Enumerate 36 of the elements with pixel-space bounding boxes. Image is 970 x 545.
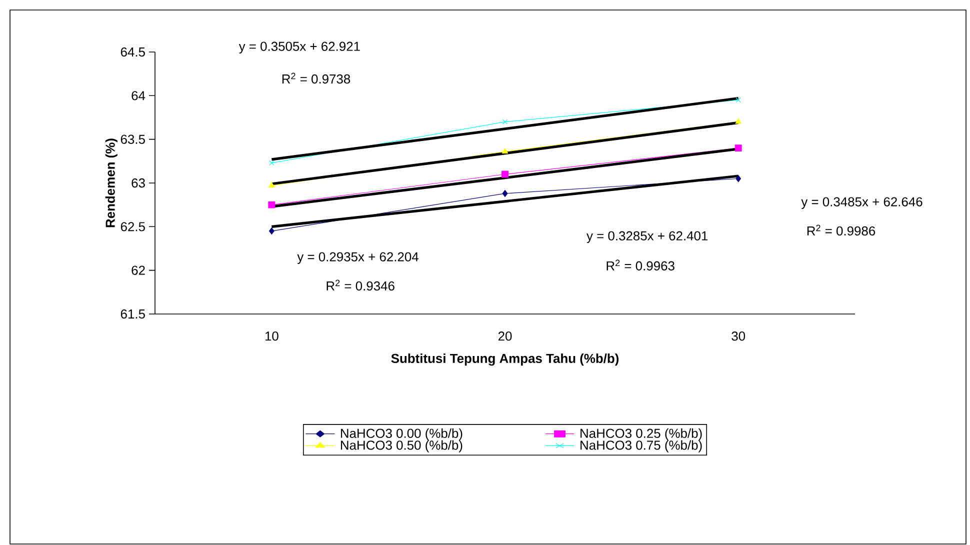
annotation: R$^{2}$ = 0.9986 [807,224,876,236]
legend-label: NaHCO3 0.75 (%b/b) [580,440,702,452]
y-tick-label: 63 [132,178,145,188]
y-tick-label: 62 [132,266,145,275]
y-tick-label: 64.5 [120,47,145,57]
annotation: R$^{2}$ = 0.9738 [282,72,350,84]
annotation: y = 0.3485x + 62.646 [801,197,922,209]
point [735,118,742,124]
point [736,97,741,103]
point [734,144,742,152]
y-tick-label: 61.5 [120,309,145,319]
legend-label: NaHCO3 0.50 (%b/b) [340,440,462,452]
annotation: R$^{2}$ = 0.9963 [606,260,674,270]
point [268,228,274,235]
x-axis-title: Subtitusi Tepung Ampas Tahu (%b/b) [391,354,619,366]
point [268,182,275,188]
annotation: y = 0.3505x + 62.921 [238,42,360,54]
x-tick-label: 20 [498,332,512,341]
legend-label: NaHCO3 0.00 (%b/b) [340,428,462,440]
annotation: y = 0.2935x + 62.204 [297,252,418,264]
y-axis-title: Rendemen (%) [105,138,118,228]
y-tick-label: 64 [132,91,146,100]
point [736,175,742,182]
point [269,160,274,166]
y-tick-label: 63.5 [120,134,145,144]
point [502,119,508,124]
annotation: R$^{2}$ = 0.9346 [326,280,394,291]
x-tick-label: 10 [265,332,278,341]
x-tick-label: 30 [732,332,746,341]
annotation: y = 0.3285x + 62.401 [586,231,708,243]
point [502,190,508,197]
y-tick-label: 62.5 [120,222,145,232]
point [502,170,508,178]
point [268,201,276,208]
point [502,148,508,154]
legend-label: NaHCO3 0.25 (%b/b) [580,428,702,440]
